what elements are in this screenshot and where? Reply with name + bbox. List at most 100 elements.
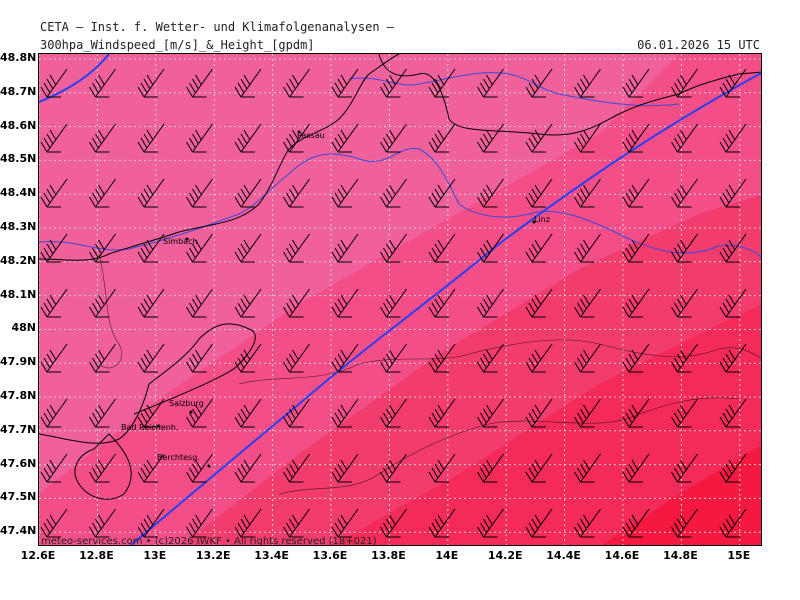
lat-tick-label: 48.6N xyxy=(0,118,37,132)
product-title: 300hpa_Windspeed_[m/s]_&_Height_[gpdm] xyxy=(40,38,315,52)
wind-barb xyxy=(671,343,698,373)
wind-barb xyxy=(477,453,504,483)
state-border-3 xyxy=(278,397,740,495)
valid-time: 06.01.2026 15 UTC xyxy=(637,38,760,52)
lat-tick-label: 48.8N xyxy=(0,51,37,64)
wind-barb xyxy=(331,178,359,208)
wind-barb xyxy=(574,68,601,98)
org-title: CETA — Inst. f. Wetter- und Klimafolgena… xyxy=(40,20,395,34)
wind-barb xyxy=(574,453,601,483)
lon-tick-label: 14.4E xyxy=(546,549,581,562)
wind-barb xyxy=(622,178,650,208)
wind-barb xyxy=(331,68,359,98)
wind-barb xyxy=(186,453,213,483)
wind-barb xyxy=(89,68,116,98)
wind-barb xyxy=(331,508,359,538)
wind-barb xyxy=(89,453,116,483)
lon-tick-label: 14.2E xyxy=(487,549,523,562)
city-label-berchtesgaden: Berchtesg. xyxy=(157,453,200,462)
wind-barb xyxy=(574,398,601,428)
wind-barb xyxy=(428,453,456,483)
wind-barb xyxy=(40,398,68,428)
wind-barb xyxy=(622,508,650,538)
border-south xyxy=(39,323,256,444)
country-border xyxy=(39,54,400,261)
wind-barb xyxy=(380,508,407,538)
wind-barb xyxy=(525,508,553,538)
wind-barb xyxy=(574,343,601,373)
wind-barb xyxy=(719,398,747,428)
wind-barb xyxy=(428,508,456,538)
lon-tick-label: 12.8E xyxy=(79,549,114,562)
lat-tick-label: 47.7N xyxy=(0,422,37,436)
wind-barb xyxy=(428,123,456,153)
lat-tick-label: 48.3N xyxy=(0,220,37,233)
wind-barb xyxy=(234,178,262,208)
wind-barb xyxy=(719,453,747,483)
city-dot-simbach xyxy=(185,237,189,241)
wind-barb xyxy=(622,288,650,318)
wind-barb xyxy=(283,453,310,483)
wind-barb xyxy=(137,343,165,373)
wind-barb xyxy=(380,123,407,153)
wind-barb xyxy=(186,178,213,208)
lon-tick-label: 13E xyxy=(143,549,167,562)
wind-barb xyxy=(671,288,698,318)
wind-barb xyxy=(186,343,213,373)
state-border xyxy=(98,253,122,369)
wind-barb xyxy=(380,288,407,318)
city-dot-bad-reichenhall xyxy=(157,424,161,428)
wind-barb xyxy=(428,233,456,263)
wind-barb xyxy=(525,68,553,98)
product-bar: 300hpa_Windspeed_[m/s]_&_Height_[gpdm] 0… xyxy=(38,38,762,52)
wind-barb xyxy=(40,508,68,538)
wind-barb xyxy=(234,398,262,428)
wind-barb xyxy=(477,288,504,318)
wind-barb xyxy=(428,288,456,318)
wind-barb xyxy=(622,453,650,483)
city-label-bad-reichenhall: Bad Reichenh. xyxy=(121,423,178,432)
wind-barb xyxy=(671,233,698,263)
wind-barb xyxy=(234,123,262,153)
wind-barb xyxy=(477,178,504,208)
wind-barb xyxy=(186,398,213,428)
wind-barb xyxy=(234,233,262,263)
wind-barb xyxy=(671,178,698,208)
wind-barb xyxy=(477,233,504,263)
lat-tick-label: 48.1N xyxy=(0,287,37,301)
wind-barb xyxy=(283,343,310,373)
wind-barb xyxy=(283,123,310,153)
copyright-notice: meteo-services.com • (c)2026 IWKF • All … xyxy=(41,536,377,546)
wind-barb xyxy=(331,343,359,373)
wind-barb xyxy=(428,343,456,373)
wind-barb xyxy=(525,343,553,373)
wind-barb xyxy=(137,288,165,318)
wind-barb xyxy=(574,123,601,153)
wind-barb xyxy=(477,398,504,428)
wind-barb xyxy=(234,453,262,483)
wind-barb xyxy=(234,288,262,318)
lat-tick-label: 48N xyxy=(11,321,36,335)
wind-barb xyxy=(40,453,68,483)
wind-barb xyxy=(719,343,747,373)
wind-barb xyxy=(89,398,116,428)
wind-barb xyxy=(622,123,650,153)
wind-barb xyxy=(137,68,165,98)
lat-tick-label: 48.4N xyxy=(0,186,37,200)
wind-barb xyxy=(137,178,165,208)
wind-barb xyxy=(477,343,504,373)
wind-barb xyxy=(137,233,165,263)
wind-barb xyxy=(186,123,213,153)
wind-barb xyxy=(574,233,601,263)
wind-barb xyxy=(234,68,262,98)
wind-barb xyxy=(137,398,165,428)
wind-barb xyxy=(283,288,310,318)
lon-tick-label: 14E xyxy=(435,549,459,562)
lon-tick-label: 13.2E xyxy=(195,549,231,562)
map-canvas: Passau Simbach Linz Salzburg Bad Reichen… xyxy=(39,54,761,546)
wind-barb xyxy=(719,508,747,538)
lon-tick-label: 14.6E xyxy=(604,549,640,562)
city-dot-passau xyxy=(297,130,301,134)
wind-barb xyxy=(89,288,116,318)
wind-barb xyxy=(283,68,310,98)
